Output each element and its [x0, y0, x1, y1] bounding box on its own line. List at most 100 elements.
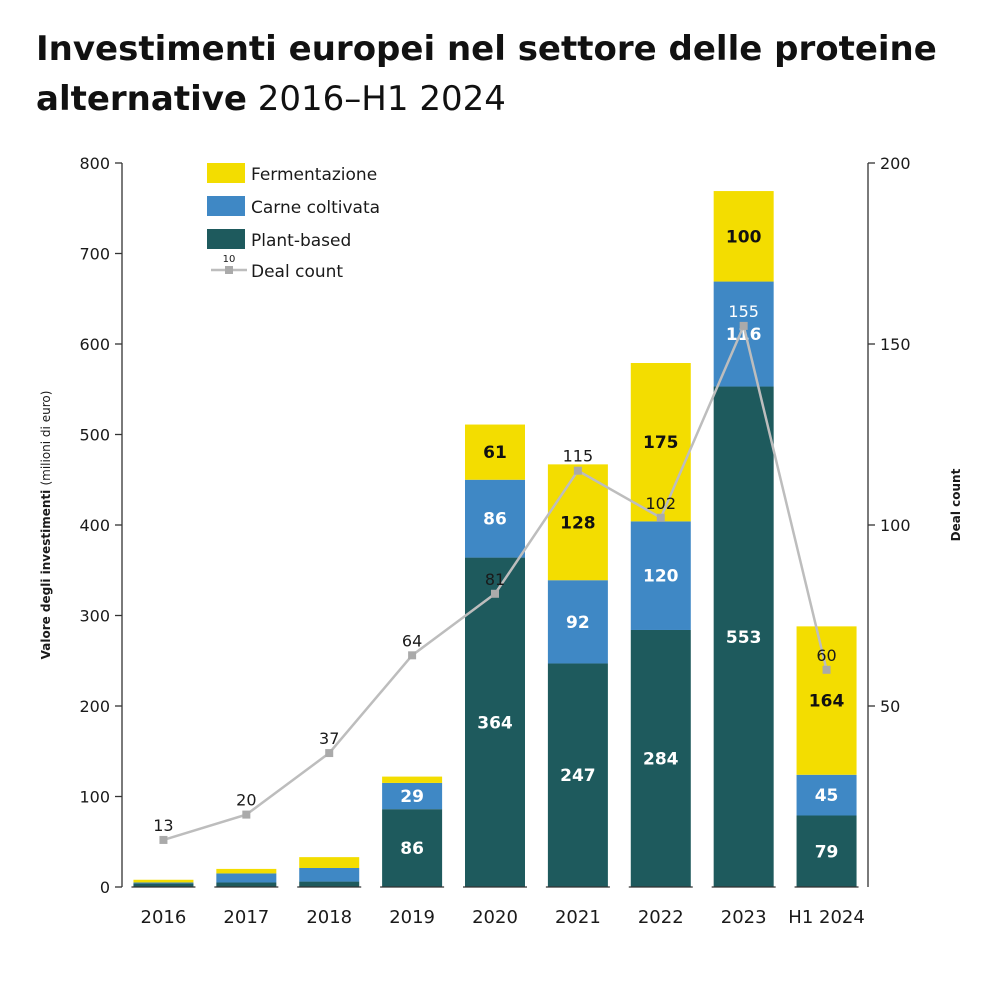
bar-fermentazione-7 [713, 191, 774, 282]
bar-carne-coltivata-7 [713, 281, 774, 387]
y2-axis-title: Deal count [949, 468, 963, 541]
bar-label-fermentazione-8: 164 [809, 692, 845, 712]
bar-label-fermentazione-4: 61 [483, 443, 507, 463]
deal-count-label-4: 81 [485, 570, 505, 589]
bars-group: 86 29 364 86 61 247 92 128 284 120 175 553 116 100 79 4… [133, 191, 857, 887]
y2-tick-label-2: 150 [880, 335, 911, 354]
deal-count-point-2 [325, 749, 334, 758]
deal-count-label-0: 13 [153, 816, 173, 835]
y-tick-label-3: 300 [79, 607, 110, 626]
bar-plant-based-7 [713, 386, 774, 887]
bar-label-plant-based-4: 364 [477, 713, 513, 733]
bar-fermentazione-5 [547, 464, 608, 581]
deal-count-point-3 [408, 651, 417, 660]
bar-plant-based-6 [630, 629, 691, 887]
y-axis-title: Valore degli investimenti (milioni di eu… [39, 391, 53, 660]
deal-count-point-0 [159, 835, 168, 844]
bar-carne-coltivata-3 [382, 782, 443, 810]
y-tick-label-0: 0 [100, 878, 110, 897]
bar-fermentazione-3 [382, 776, 443, 783]
bar-plant-based-5 [547, 663, 608, 887]
bar-carne-coltivata-5 [547, 580, 608, 664]
bar-fermentazione-2 [299, 857, 360, 868]
bar-carne-coltivata-8 [796, 774, 857, 816]
y2-tick-label-3: 200 [880, 154, 911, 173]
legend-marker-number: 10 [223, 254, 236, 265]
y2-tick-label-1: 100 [880, 516, 911, 535]
y2-tick-label-0: 50 [880, 697, 900, 716]
bar-label-carne-coltivata-3: 29 [400, 787, 424, 807]
bar-carne-coltivata-1 [216, 873, 277, 883]
title-date-range: 2016–H1 2024 [257, 79, 506, 119]
x-tick-label-3: 2019 [389, 907, 435, 928]
bar-label-carne-coltivata-7: 116 [726, 325, 762, 345]
bar-label-carne-coltivata-5: 92 [566, 613, 590, 633]
bar-fermentazione-0 [133, 879, 194, 883]
y-tick-label-2: 200 [79, 697, 110, 716]
y-tick-label-1: 100 [79, 788, 110, 807]
deal-count-point-5 [573, 466, 582, 475]
deal-count-line-group: 13 20 37 64 81 115 102 155 60 [153, 302, 837, 844]
bar-label-fermentazione-6: 175 [643, 433, 679, 453]
bar-label-carne-coltivata-4: 86 [483, 510, 507, 530]
y-tick-label-5: 500 [79, 426, 110, 445]
bar-plant-based-3 [382, 809, 443, 887]
bar-plant-based-4 [465, 557, 525, 887]
bar-label-carne-coltivata-8: 45 [815, 786, 839, 806]
deal-count-label-5: 115 [563, 447, 594, 466]
bar-fermentazione-4 [465, 424, 525, 480]
bar-carne-coltivata-6 [630, 521, 691, 630]
x-tick-label-7: 2023 [721, 907, 767, 928]
bar-label-plant-based-7: 553 [726, 628, 762, 648]
x-tick-label-4: 2020 [472, 907, 518, 928]
bar-fermentazione-8 [796, 626, 857, 775]
y-tick-label-8: 800 [79, 154, 110, 173]
y-tick-label-7: 700 [79, 245, 110, 264]
x-tick-label-5: 2021 [555, 907, 601, 928]
bar-carne-coltivata-2 [299, 867, 360, 882]
bar-plant-based-8 [796, 815, 857, 887]
deal-count-label-3: 64 [402, 631, 422, 650]
axes-group: 0100200300400500600700800501001502002016… [39, 154, 963, 928]
x-tick-label-0: 2016 [141, 907, 187, 928]
legend: Fermentazione Carne coltivata Plant-based 1… [207, 163, 380, 282]
bar-label-carne-coltivata-6: 120 [643, 567, 679, 587]
deal-count-point-1 [242, 810, 251, 819]
y-axis-title-bold: Valore degli investimenti [39, 486, 53, 660]
x-tick-label-6: 2022 [638, 907, 684, 928]
bar-plant-based-1 [216, 882, 277, 887]
bar-label-plant-based-3: 86 [400, 839, 424, 859]
bar-label-fermentazione-7: 100 [726, 227, 762, 247]
legend-point-deal-count [225, 266, 233, 274]
deal-count-point-7 [739, 321, 748, 330]
chart-title: Investimenti europei nel settore delle p… [36, 24, 966, 124]
deal-count-label-2: 37 [319, 729, 339, 748]
title-bold-word: alternative [36, 79, 247, 119]
deal-count-label-8: 60 [816, 646, 836, 665]
bar-label-plant-based-5: 247 [560, 766, 596, 786]
bar-carne-coltivata-4 [465, 479, 525, 558]
bar-fermentazione-1 [216, 868, 277, 874]
deal-count-point-6 [656, 513, 665, 522]
legend-swatch-carne-coltivata [207, 196, 245, 216]
x-tick-label-2: 2018 [306, 907, 352, 928]
deal-count-label-7: 155 [728, 302, 759, 321]
bar-plant-based-2 [299, 881, 360, 887]
bar-plant-based-0 [133, 883, 194, 887]
legend-swatch-plant-based [207, 229, 245, 249]
bar-label-plant-based-6: 284 [643, 749, 679, 769]
bar-label-fermentazione-5: 128 [560, 513, 596, 533]
legend-label-carne-coltivata: Carne coltivata [251, 198, 380, 218]
y-axis-title-unit: (milioni di euro) [39, 391, 53, 486]
y-tick-label-6: 600 [79, 335, 110, 354]
bar-label-plant-based-8: 79 [815, 842, 839, 862]
deal-count-label-6: 102 [646, 494, 677, 513]
legend-label-fermentazione: Fermentazione [251, 165, 377, 185]
legend-label-plant-based: Plant-based [251, 231, 351, 251]
title-line-1: Investimenti europei nel settore delle p… [36, 29, 937, 69]
x-tick-label-1: 2017 [223, 907, 269, 928]
bar-fermentazione-6 [630, 363, 691, 522]
legend-label-deal-count: Deal count [251, 262, 343, 282]
bar-carne-coltivata-0 [133, 882, 194, 884]
